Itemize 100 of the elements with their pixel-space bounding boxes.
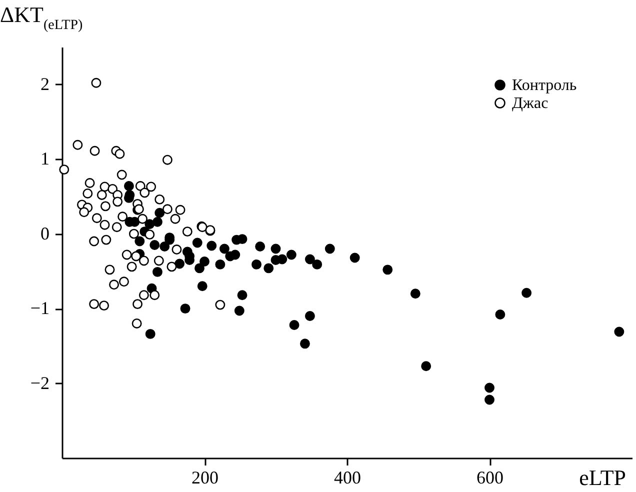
x-tick-label: 400	[334, 468, 361, 488]
point	[484, 382, 494, 393]
point	[225, 251, 236, 262]
point	[104, 264, 115, 275]
point	[382, 264, 393, 275]
point	[192, 238, 202, 248]
x-axis-title: eLTP	[579, 465, 626, 490]
point	[522, 288, 532, 298]
point	[200, 256, 210, 266]
point	[90, 146, 100, 156]
point	[162, 204, 172, 214]
point	[140, 188, 150, 198]
point	[206, 240, 217, 251]
point	[194, 263, 204, 274]
point	[99, 300, 110, 311]
point	[614, 326, 624, 337]
point	[82, 188, 93, 198]
point	[118, 212, 128, 222]
y-tick-label: 2	[40, 74, 50, 94]
point	[304, 311, 315, 321]
point	[126, 262, 137, 272]
point	[145, 328, 156, 339]
point	[150, 240, 160, 250]
point	[300, 338, 310, 349]
point	[89, 299, 100, 310]
point	[495, 310, 506, 320]
point	[150, 290, 160, 300]
point	[154, 208, 165, 218]
point	[175, 204, 186, 215]
point	[91, 78, 102, 88]
x-tick-label: 600	[476, 468, 504, 488]
point	[219, 244, 230, 254]
point	[132, 299, 143, 310]
y-tick-label: −1	[30, 298, 50, 318]
point	[144, 219, 155, 230]
point	[215, 259, 226, 270]
point	[172, 244, 182, 254]
point	[72, 140, 83, 150]
legend-label: Контроль	[512, 77, 577, 94]
point	[162, 154, 172, 165]
point	[134, 236, 145, 246]
point	[350, 252, 360, 263]
point	[252, 259, 262, 270]
point	[154, 194, 165, 204]
point	[160, 242, 170, 252]
point	[112, 222, 122, 232]
point	[324, 244, 335, 254]
point	[124, 181, 134, 191]
point	[154, 256, 164, 266]
point	[101, 234, 112, 245]
point	[197, 281, 208, 292]
y-tick-label: −2	[30, 372, 50, 393]
point	[138, 214, 148, 224]
y-tick-label: 0	[40, 223, 50, 244]
point	[170, 214, 180, 224]
point	[180, 304, 190, 314]
x-tick-label: 200	[192, 468, 218, 488]
point	[270, 255, 281, 265]
point	[146, 182, 156, 192]
point	[152, 266, 162, 277]
point	[484, 394, 494, 405]
point	[264, 263, 274, 274]
point	[100, 201, 110, 212]
point	[182, 226, 192, 237]
point	[122, 250, 132, 260]
point	[114, 148, 125, 159]
point	[92, 213, 102, 224]
point	[304, 254, 315, 264]
point	[59, 164, 70, 175]
point	[79, 207, 90, 218]
point	[100, 220, 110, 230]
point	[116, 170, 127, 180]
point	[138, 256, 149, 266]
point	[182, 246, 192, 257]
point	[234, 306, 244, 316]
point	[237, 290, 248, 300]
point	[132, 318, 142, 328]
point	[286, 250, 296, 260]
legend-label: Джас	[512, 95, 548, 112]
point	[152, 216, 162, 227]
point	[410, 288, 420, 299]
point	[255, 242, 266, 252]
point	[89, 236, 100, 246]
point	[128, 228, 139, 239]
point	[138, 290, 149, 300]
point	[109, 280, 119, 290]
y-tick-label: 1	[40, 148, 50, 169]
point	[174, 258, 185, 269]
point	[144, 230, 155, 240]
point	[96, 190, 107, 200]
point	[119, 276, 129, 287]
point	[112, 196, 123, 207]
point	[135, 181, 146, 191]
point	[312, 259, 322, 270]
point	[270, 244, 281, 254]
point	[131, 251, 142, 262]
point	[84, 178, 95, 188]
point	[215, 300, 226, 310]
point	[166, 262, 177, 272]
point	[289, 320, 300, 330]
